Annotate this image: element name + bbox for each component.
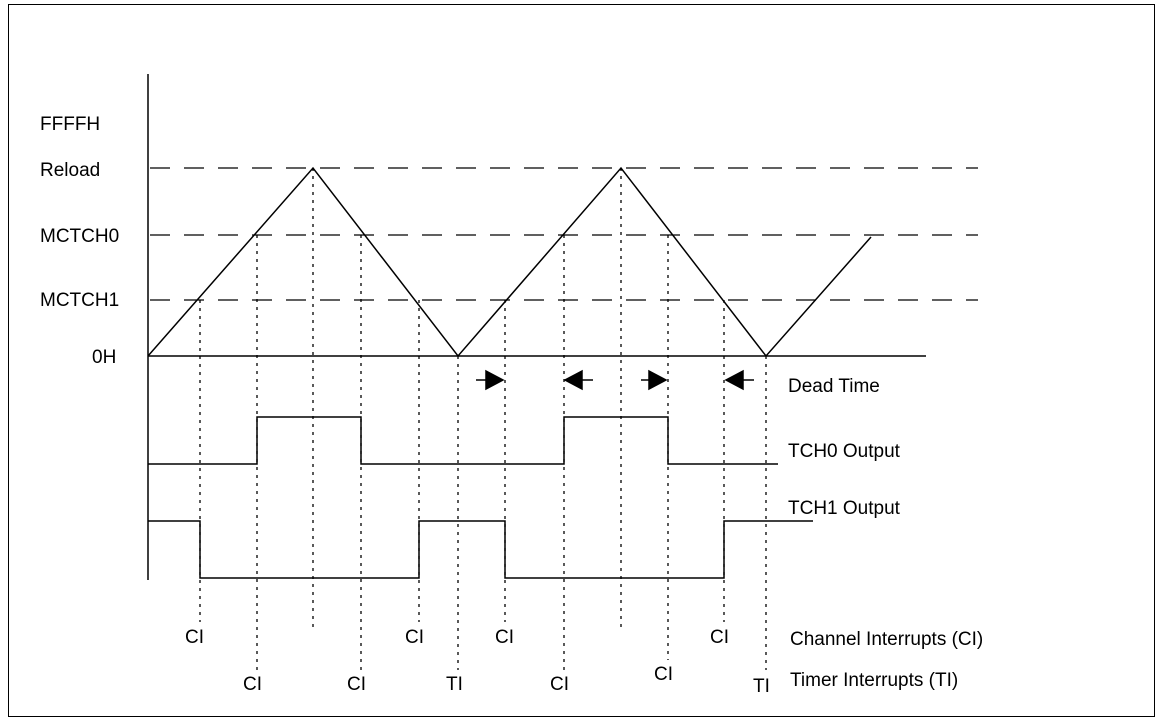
ti-label-1: TI — [446, 674, 463, 695]
dead-time-label: Dead Time — [788, 376, 880, 397]
level-label-zero: 0H — [92, 347, 116, 368]
level-label-mctch1: MCTCH1 — [40, 290, 119, 311]
dead-time-arrows — [476, 369, 754, 391]
counter-triangle-waveform — [147, 166, 872, 358]
tch1-output-label: TCH1 Output — [788, 498, 901, 519]
ci-label-3: CI — [347, 674, 366, 695]
ci-label-4: CI — [405, 627, 424, 648]
ci-label-2: CI — [243, 674, 262, 695]
tch0-output-waveform — [148, 416, 778, 465]
tch0-output-label: TCH0 Output — [788, 441, 901, 462]
dead-time-arrow-right-1 — [476, 369, 505, 391]
level-label-reload: Reload — [40, 160, 100, 181]
level-label-mctch0: MCTCH0 — [40, 226, 119, 247]
ci-label-1: CI — [185, 627, 204, 648]
channel-interrupts-label: Channel Interrupts (CI) — [790, 629, 983, 650]
tch1-output-waveform — [148, 520, 813, 579]
ci-label-7: CI — [654, 664, 673, 685]
ci-label-5: CI — [495, 627, 514, 648]
level-label-ffffh: FFFFH — [40, 114, 100, 135]
dead-time-arrow-left-2 — [724, 369, 754, 391]
ti-label-2: TI — [753, 676, 770, 697]
dotted-markers — [199, 168, 767, 670]
dead-time-arrow-left-1 — [563, 369, 593, 391]
diagram-frame — [8, 4, 1155, 717]
ci-label-6: CI — [550, 674, 569, 695]
ci-label-8: CI — [710, 627, 729, 648]
timer-interrupts-label: Timer Interrupts (TI) — [790, 670, 958, 691]
dead-time-arrow-right-2 — [641, 369, 668, 391]
